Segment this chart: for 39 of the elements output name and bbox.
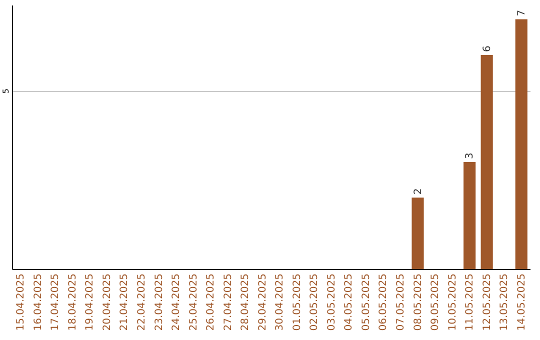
x-tick-label: 20.04.2025 [102, 274, 113, 331]
x-tick-label: 29.04.2025 [257, 274, 268, 331]
data-label: 2 [412, 188, 424, 195]
x-tick-label: 28.04.2025 [240, 274, 252, 331]
x-tick-label: 06.05.2025 [378, 274, 390, 331]
x-tick-label: 15.04.2025 [16, 274, 27, 331]
x-tick-label: 30.04.2025 [274, 274, 286, 331]
x-tick-label: 04.05.2025 [344, 274, 355, 331]
x-tick-label: 07.05.2025 [396, 274, 406, 331]
x-tick-label: 22.04.2025 [136, 274, 148, 331]
x-tick-label: 11.05.2025 [464, 274, 476, 331]
x-tick-label: 05.05.2025 [360, 274, 372, 331]
x-tick-label: 14.05.2025 [516, 274, 528, 331]
x-tick-label: 08.05.2025 [412, 274, 424, 331]
data-label: 6 [482, 46, 493, 52]
x-tick-label: 25.04.2025 [188, 274, 200, 331]
x-tick-label: 03.05.2025 [326, 274, 338, 331]
data-label: 7 [516, 10, 528, 16]
x-tick-label: 01.05.2025 [292, 274, 303, 331]
x-tick-label: 21.04.2025 [119, 274, 130, 331]
x-tick-label: 12.05.2025 [482, 274, 493, 331]
x-tick-label: 26.04.2025 [206, 274, 217, 331]
x-tick-label: 02.05.2025 [309, 274, 320, 331]
x-tick-label: 18.04.2025 [67, 274, 78, 331]
bar [515, 19, 528, 269]
x-tick-label: 27.04.2025 [222, 274, 234, 331]
x-tick-label: 10.05.2025 [447, 274, 458, 331]
x-tick-label: 16.04.2025 [32, 274, 44, 331]
x-tick-label: 19.04.2025 [84, 274, 96, 331]
bar [480, 54, 493, 269]
bar [464, 162, 476, 269]
data-label: 3 [464, 152, 476, 159]
x-tick-label: 13.05.2025 [499, 274, 510, 331]
y-tick-label: 5 [2, 88, 10, 94]
x-tick-label: 23.04.2025 [154, 274, 165, 331]
bar [412, 198, 424, 269]
x-tick-label: 09.05.2025 [430, 274, 442, 331]
x-tick-label: 24.04.2025 [171, 274, 182, 331]
x-tick-label: 17.04.2025 [50, 274, 62, 331]
